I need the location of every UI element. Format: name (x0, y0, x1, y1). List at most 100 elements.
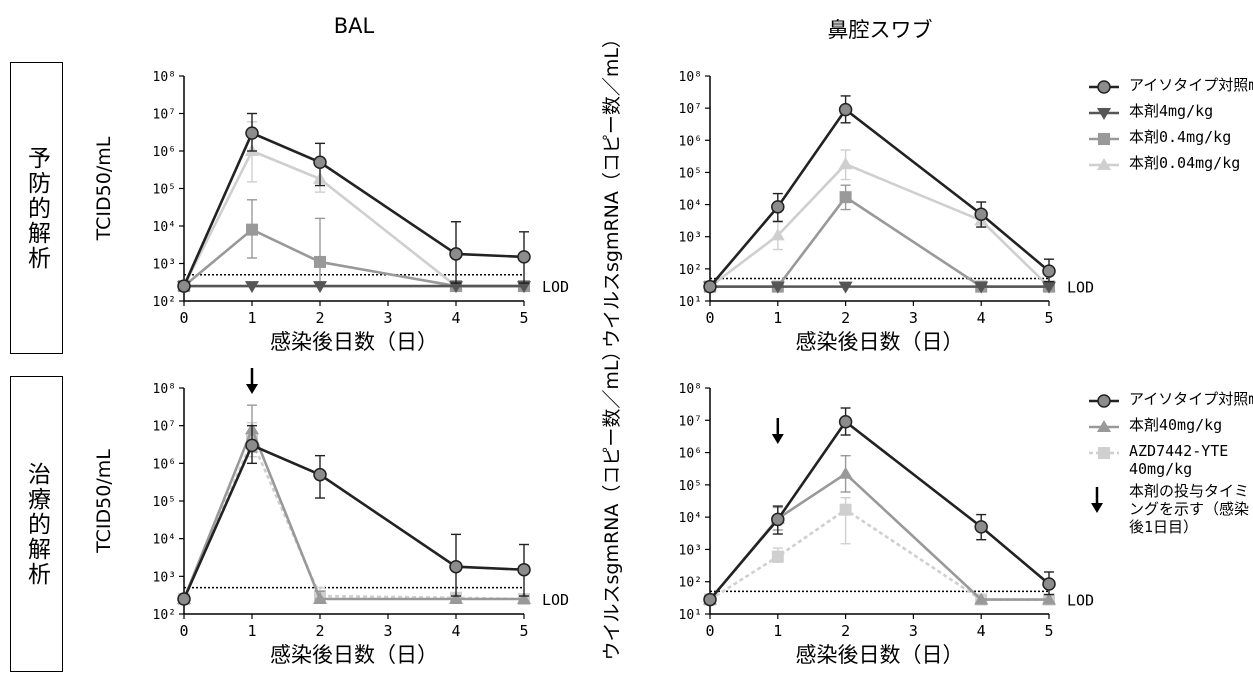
x-tick-label: 5 (519, 622, 528, 640)
y-tick-label: 10³ (679, 231, 702, 246)
series-line (182, 131, 525, 287)
y-tick-label: 10⁷ (153, 108, 176, 123)
data-point (839, 191, 852, 204)
data-point (313, 281, 327, 294)
data-point (770, 228, 785, 241)
data-point (771, 200, 785, 214)
y-axis-label: TCID50/mL (93, 449, 115, 554)
series-1 (177, 281, 531, 294)
legend-symbol (1097, 108, 1111, 120)
x-tick-label: 0 (705, 309, 714, 327)
x-tick-label: 2 (315, 622, 324, 640)
x-axis-label: 感染後日数（日） (270, 330, 438, 354)
data-point (245, 438, 259, 453)
y-axis-label: ウイルスsgmRNA（コピー数／mL） (601, 342, 623, 661)
data-point (770, 281, 785, 294)
y-tick-label: 10⁶ (153, 145, 176, 160)
data-point (838, 157, 853, 170)
series-1 (703, 455, 1056, 605)
data-point (449, 281, 463, 294)
series-2 (704, 497, 1055, 606)
chart-panel-2: 10² 10³ 10⁴ 10⁵ 10⁶ 10⁷ 10⁸ 0 1 2 3 4 5 感染後日数（日） TCID5… (93, 368, 569, 667)
series-0 (703, 407, 1056, 607)
chart-panel-3: 10¹ 10² 10³ 10⁴ 10⁵ 10⁶ 10⁷ 10⁸ 0 1 2 3 4 5 感染後日数（日） ウイ… (601, 342, 1094, 667)
dosing-arrow-head (771, 434, 784, 444)
series-0 (703, 95, 1056, 294)
x-axis-label: 感染後日数（日） (796, 330, 964, 354)
x-tick-label: 1 (247, 622, 256, 640)
y-tick-label: 10⁴ (679, 199, 702, 214)
x-tick-label: 0 (705, 622, 714, 640)
x-tick-label: 2 (315, 309, 324, 327)
series-2 (178, 199, 530, 293)
y-tick-label: 10¹ (679, 608, 702, 623)
row-label-prophylaxis-text: 予防的解析 (23, 145, 50, 271)
series-line (709, 508, 1049, 601)
legend-symbol (1098, 133, 1110, 145)
data-point (839, 503, 852, 516)
x-tick-label: 1 (773, 309, 782, 327)
series-2 (178, 421, 530, 606)
x-tick-label: 4 (977, 309, 986, 327)
x-tick-label: 1 (773, 622, 782, 640)
row-label-treatment-text: 治療的解析 (23, 461, 50, 587)
legend-symbol (1098, 447, 1110, 459)
legend-marker-icon (1089, 80, 1119, 94)
series-line (183, 228, 524, 288)
legend-marker-icon (1089, 394, 1119, 408)
data-point (449, 592, 463, 605)
data-point (838, 415, 853, 429)
x-tick-label: 1 (247, 309, 256, 327)
x-axis-label: 感染後日数（日） (796, 643, 964, 667)
data-point (974, 592, 989, 605)
legend-symbol (1097, 394, 1111, 408)
y-tick-label: 10³ (679, 543, 702, 558)
data-point (771, 512, 785, 527)
data-point (1042, 264, 1056, 278)
data-point (974, 207, 988, 221)
x-tick-label: 0 (179, 622, 188, 640)
series-0 (177, 112, 531, 293)
y-tick-label: 10⁷ (679, 102, 702, 117)
lod-label: LOD (542, 278, 569, 296)
y-axis-label: TCID50/mL (93, 136, 115, 241)
data-point (313, 155, 327, 170)
data-point (177, 592, 191, 606)
data-point (313, 592, 327, 605)
column-title-bal: BAL (333, 14, 375, 38)
legend-marker-icon (1089, 158, 1119, 170)
data-point (517, 562, 531, 577)
series-2 (704, 184, 1055, 293)
series-0 (177, 424, 531, 606)
y-tick-label: 10² (153, 608, 176, 623)
legend-symbol (1097, 420, 1111, 432)
data-point (245, 126, 259, 140)
y-tick-label: 10⁴ (153, 220, 176, 235)
legend-symbol (1097, 80, 1111, 94)
chart-panel-1: 10¹ 10² 10³ 10⁴ 10⁵ 10⁶ 10⁷ 10⁸ 0 1 2 3 4 5 感染後日数（日） ウイ… (601, 29, 1094, 354)
data-point (1042, 592, 1056, 605)
legend-label: 本剤の投与タイミングを示す（感染後1日目） (1129, 482, 1250, 536)
series-1 (703, 281, 1056, 294)
x-tick-label: 4 (451, 309, 460, 327)
legend-symbol (1097, 158, 1111, 170)
legend-label: アイソタイプ対照mAb (1129, 76, 1253, 94)
y-tick-label: 10⁶ (679, 447, 702, 462)
x-tick-label: 0 (179, 309, 188, 327)
data-point (1042, 577, 1056, 591)
data-point (974, 520, 988, 534)
y-tick-label: 10⁵ (153, 183, 176, 198)
series-line (182, 437, 525, 601)
legend-marker-icon (1089, 108, 1119, 120)
y-tick-label: 10² (153, 295, 176, 310)
x-axis-label: 感染後日数（日） (270, 643, 438, 667)
legend-marker-icon (1089, 133, 1119, 145)
y-tick-label: 10⁸ (153, 70, 176, 85)
y-tick-label: 10⁸ (679, 382, 702, 397)
data-point (838, 102, 853, 117)
y-tick-label: 10⁵ (679, 479, 702, 494)
x-tick-label: 2 (841, 309, 850, 327)
y-tick-label: 10⁸ (153, 382, 176, 397)
y-tick-label: 10⁴ (153, 533, 176, 548)
legend-label: アイソタイプ対照mAb (1129, 390, 1253, 408)
